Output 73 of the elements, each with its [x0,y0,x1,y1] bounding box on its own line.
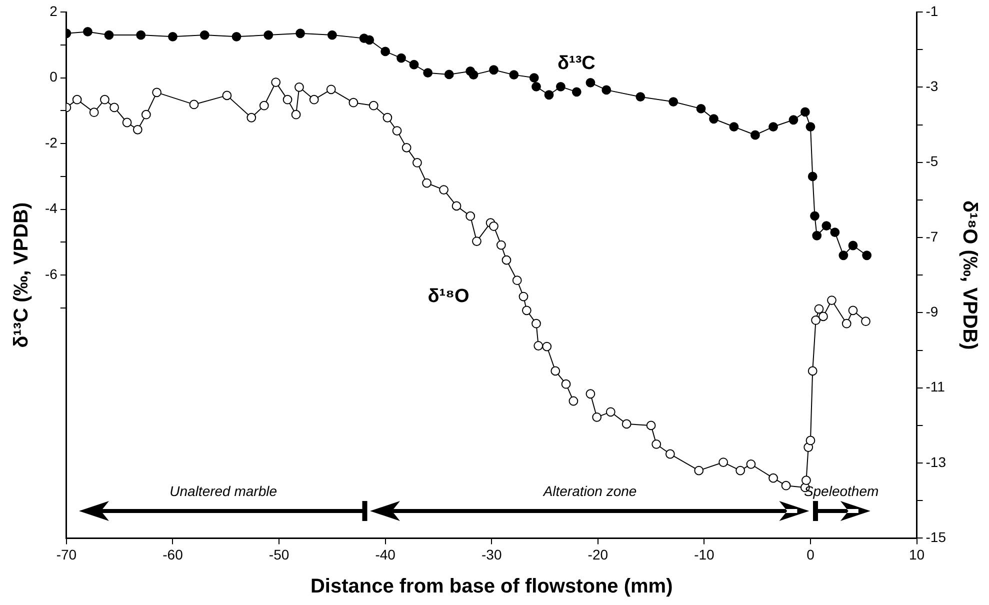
y2-tick-label: -9 [926,304,938,320]
y2-tick-label: -1 [926,2,938,19]
y-tick-label: -4 [44,200,58,216]
point [788,115,798,125]
point [509,70,519,80]
point [838,250,848,260]
annotation: Speleothem [804,483,879,500]
x-axis-title: Distance from base of flowstone (mm) [310,576,673,598]
y-tick-label: -2 [44,134,58,150]
point [586,78,596,88]
point [296,28,305,38]
point [812,230,822,240]
point [104,30,114,40]
point [489,65,498,75]
point [168,32,178,42]
point [444,70,454,80]
series-label: δ¹³C [558,52,596,74]
point [327,30,337,40]
x-tick-label: -20 [588,546,608,562]
x-tick-label: -40 [375,546,396,562]
point [83,27,92,36]
point [232,32,242,42]
text: δ¹⁸O [428,286,470,307]
point [200,30,210,40]
point [136,30,146,40]
x-tick-label: -50 [268,546,290,562]
point [264,30,274,40]
y2-tick-label: -13 [926,454,946,470]
annotation: Alteration zone [543,483,637,500]
point [636,92,646,102]
point [709,114,718,124]
point [800,107,810,117]
point [862,250,872,260]
point [423,68,433,78]
point [409,60,419,70]
point [544,90,554,100]
point [468,70,478,80]
point [750,130,760,140]
point [848,240,858,250]
point [830,228,840,238]
x-tick-label: -70 [56,546,77,562]
point [668,97,678,106]
point [556,82,566,92]
y2-axis-title: δ¹⁸O (‰, VPDB) [958,200,980,350]
y2-tick-label: -15 [926,529,946,546]
y2-tick-label: -7 [926,228,938,244]
point [529,73,539,82]
point [364,35,374,45]
point [572,87,582,97]
point [806,122,816,132]
y-tick-label: 2 [50,2,58,19]
point [380,46,390,56]
point [532,82,541,92]
annotation: Unaltered marble [170,483,278,500]
point [396,53,406,63]
x-tick-label: 10 [908,546,925,562]
y2-tick-label: -3 [926,78,938,94]
point [602,85,612,95]
point [822,221,832,230]
y-tick-label: -6 [44,266,58,282]
x-tick-label: 0 [806,546,815,562]
y2-tick-label: -5 [926,153,938,170]
point [768,122,778,132]
point [729,122,739,132]
x-tick-label: -10 [694,546,715,562]
point [696,104,706,114]
y2-tick-label: -11 [926,378,946,395]
x-tick-label: -60 [162,546,184,562]
x-tick-label: -30 [481,546,502,562]
y-axis-title: δ¹³C (‰, VPDB) [10,202,33,348]
y-tick-label: 0 [50,68,58,85]
point [808,172,818,182]
point [810,211,820,221]
